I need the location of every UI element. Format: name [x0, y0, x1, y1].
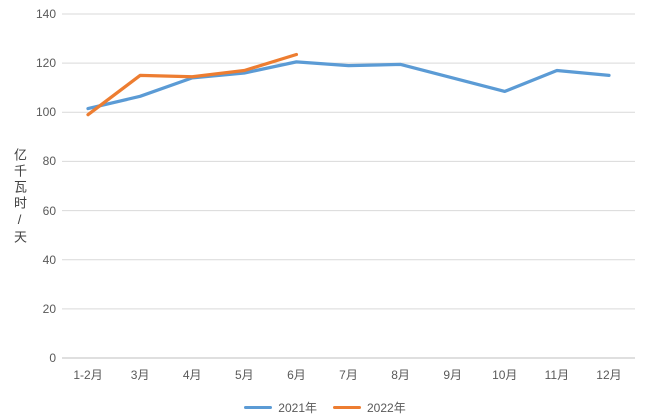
- y-tick-label: 20: [42, 301, 56, 316]
- legend-label: 2021年: [278, 400, 317, 415]
- legend: 2021年 2022年: [0, 398, 650, 416]
- y-tick-label: 60: [42, 203, 56, 218]
- x-tick-label: 10月: [492, 368, 518, 382]
- y-tick-label: 40: [42, 252, 56, 267]
- series-line-2022年: [86, 52, 299, 117]
- x-tick-label: 11月: [544, 368, 570, 382]
- series-line-2021年: [86, 60, 611, 111]
- legend-line-swatch: [333, 405, 361, 409]
- x-tick-label: 9月: [443, 368, 463, 382]
- y-tick-label: 0: [49, 351, 56, 365]
- legend-item-2021年: 2021年: [244, 399, 317, 416]
- y-tick-label: 100: [35, 105, 56, 120]
- y-tick-label: 120: [35, 56, 56, 71]
- legend-item-2022年: 2022年: [333, 399, 406, 416]
- legend-line-swatch: [244, 405, 273, 409]
- x-tick-label: 6月: [287, 368, 306, 382]
- x-tick-label: 8月: [391, 368, 410, 382]
- legend-label: 2022年: [367, 400, 406, 415]
- x-tick-label: 1-2月: [73, 368, 103, 382]
- x-tick-label: 3月: [130, 368, 150, 382]
- y-tick-label: 140: [35, 7, 56, 21]
- x-tick-label: 5月: [234, 368, 254, 382]
- x-tick-label: 12月: [596, 368, 622, 382]
- x-tick-label: 4月: [182, 368, 202, 382]
- y-tick-label: 80: [42, 154, 56, 169]
- x-tick-label: 7月: [339, 368, 358, 382]
- y-axis-title: 亿千瓦时/天: [12, 148, 27, 246]
